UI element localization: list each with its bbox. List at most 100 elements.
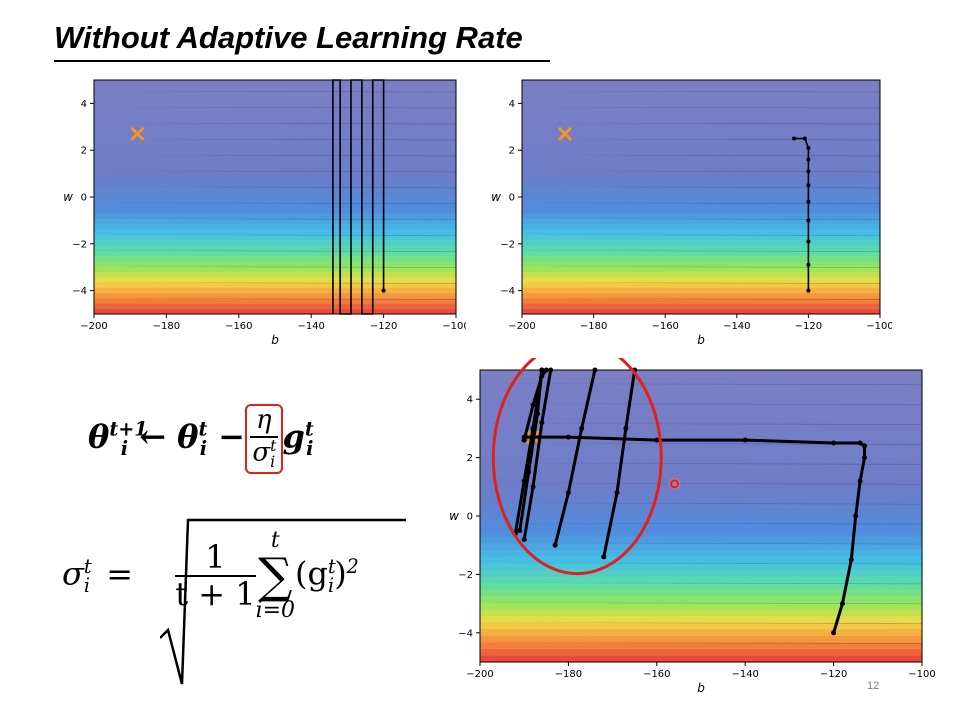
contour-band — [94, 90, 456, 97]
y-tick-label: −4 — [458, 628, 473, 639]
contour-band — [522, 127, 880, 134]
trajectory-point — [565, 490, 571, 496]
x-tick-label: −200 — [80, 321, 107, 332]
x-tick-label: −140 — [297, 321, 324, 332]
trajectory-point — [521, 536, 527, 542]
contour-band — [522, 133, 880, 139]
trajectory-point — [806, 169, 811, 174]
trajectory-point — [539, 420, 545, 426]
contour-plot-with-highlight: −200 −180 −160 −140 −120 −100 4 2 0 −2 −4 b w — [424, 358, 954, 714]
x-tick-label: −200 — [508, 321, 535, 332]
trajectory-point — [543, 367, 549, 373]
contour-band — [522, 181, 880, 187]
trajectory-point — [802, 136, 807, 141]
trajectory-point — [592, 367, 598, 373]
trajectory-point — [548, 367, 554, 373]
contour-band — [522, 117, 880, 124]
trajectory-point — [806, 262, 811, 267]
trajectory-point — [623, 425, 629, 431]
y-tick-label: 0 — [509, 193, 515, 204]
target-x-marker — [130, 126, 145, 141]
contour-band — [480, 608, 922, 617]
contour-band — [522, 85, 880, 92]
contour-band — [94, 85, 456, 92]
contour-band — [480, 403, 922, 411]
contour-band — [94, 202, 456, 209]
contour-band — [522, 186, 880, 193]
contour-band — [480, 602, 922, 610]
contour-band — [480, 516, 922, 524]
trajectory-point — [381, 288, 386, 293]
contour-band — [480, 476, 922, 484]
trajectory-line — [332, 79, 385, 315]
contour-band — [522, 197, 880, 203]
contour-band — [94, 101, 456, 108]
x-tick-label: −120 — [795, 321, 822, 332]
x-tick-label: −180 — [153, 321, 180, 332]
contour-band — [94, 111, 456, 118]
contour-band — [480, 575, 922, 583]
contour-band — [94, 244, 456, 251]
x-tick-label: −200 — [466, 669, 493, 680]
contour-band — [480, 529, 922, 537]
contour-band — [480, 648, 922, 656]
contour-band — [94, 228, 456, 235]
contour-band — [522, 165, 880, 171]
x-tick-label: −160 — [225, 321, 252, 332]
trajectory-point — [792, 136, 797, 141]
contour-band — [522, 80, 880, 86]
contour-band — [480, 496, 922, 504]
contour-band — [480, 383, 922, 391]
trajectory-point — [565, 434, 571, 440]
contour-band — [522, 95, 880, 102]
contour-band — [522, 260, 880, 267]
contour-band — [94, 260, 456, 267]
contour-band — [94, 159, 456, 166]
trajectory-point — [552, 542, 558, 548]
contour-band — [94, 181, 456, 187]
contour-band — [480, 416, 922, 424]
contour-band — [480, 396, 922, 404]
contour-band — [94, 276, 456, 283]
contour-band — [480, 449, 922, 457]
update-rule-equation: θt+1i ← θti − η σti gti — [88, 404, 314, 474]
x-tick-label: −100 — [866, 321, 892, 332]
contour-band — [480, 628, 922, 636]
slide-title: Without Adaptive Learning Rate — [54, 20, 523, 55]
contour-band — [522, 159, 880, 166]
square-root-symbol — [160, 518, 406, 685]
contour-band — [522, 223, 880, 230]
trajectory-point — [806, 183, 811, 188]
x-tick-label: −120 — [370, 321, 397, 332]
contour-band — [94, 266, 456, 272]
contour-band — [522, 276, 880, 283]
contour-band — [480, 542, 922, 550]
contour-band — [480, 522, 922, 530]
contour-band — [480, 595, 922, 603]
y-axis-label: w — [63, 190, 73, 204]
contour-band — [94, 303, 456, 310]
contour-band — [522, 303, 880, 310]
contour-band — [94, 223, 456, 230]
trajectory-point — [806, 239, 811, 244]
contour-band — [522, 154, 880, 161]
trajectory-line — [553, 369, 597, 546]
summation: t ∑ i=0 — [255, 528, 296, 623]
trajectory-point — [857, 440, 863, 446]
y-tick-label: 0 — [467, 512, 473, 523]
trajectory-line — [602, 369, 637, 558]
contour-band — [480, 423, 922, 431]
x-tick-label: −140 — [723, 321, 750, 332]
trajectory-point — [862, 455, 868, 461]
contour-band — [94, 287, 456, 294]
contour-band — [94, 239, 456, 246]
y-axis-label: w — [449, 509, 459, 523]
contour-band — [522, 101, 880, 108]
contour-band — [480, 615, 922, 623]
contour-band — [480, 502, 922, 510]
trajectory-line — [513, 369, 544, 534]
contour-band — [94, 106, 456, 113]
target-x-marker — [557, 126, 573, 141]
